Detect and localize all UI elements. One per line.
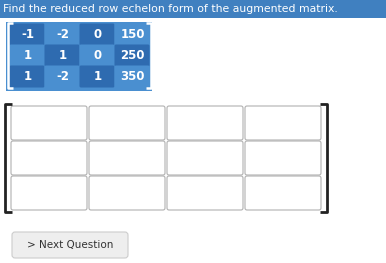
FancyBboxPatch shape xyxy=(10,65,44,88)
FancyBboxPatch shape xyxy=(12,232,128,258)
FancyBboxPatch shape xyxy=(44,23,80,45)
FancyBboxPatch shape xyxy=(167,176,243,210)
FancyBboxPatch shape xyxy=(11,106,87,140)
FancyBboxPatch shape xyxy=(245,176,321,210)
FancyBboxPatch shape xyxy=(10,23,44,45)
FancyBboxPatch shape xyxy=(89,106,165,140)
FancyBboxPatch shape xyxy=(0,0,386,18)
FancyBboxPatch shape xyxy=(245,141,321,175)
FancyBboxPatch shape xyxy=(89,176,165,210)
Text: 0: 0 xyxy=(93,28,102,41)
Text: -2: -2 xyxy=(56,70,69,83)
FancyBboxPatch shape xyxy=(167,141,243,175)
Text: Find the reduced row echelon form of the augmented matrix.: Find the reduced row echelon form of the… xyxy=(3,4,338,14)
FancyBboxPatch shape xyxy=(80,44,115,67)
Text: 250: 250 xyxy=(120,49,145,62)
FancyBboxPatch shape xyxy=(89,141,165,175)
Text: > Next Question: > Next Question xyxy=(27,240,113,250)
FancyBboxPatch shape xyxy=(115,44,149,67)
Text: 1: 1 xyxy=(93,70,102,83)
FancyBboxPatch shape xyxy=(10,44,44,67)
Text: -2: -2 xyxy=(56,28,69,41)
Text: 150: 150 xyxy=(120,28,145,41)
Text: -1: -1 xyxy=(21,28,34,41)
FancyBboxPatch shape xyxy=(44,44,80,67)
Text: 1: 1 xyxy=(24,70,32,83)
Text: 0: 0 xyxy=(93,49,102,62)
Text: 1: 1 xyxy=(24,49,32,62)
FancyBboxPatch shape xyxy=(167,106,243,140)
FancyBboxPatch shape xyxy=(6,22,152,91)
Text: 350: 350 xyxy=(120,70,145,83)
Text: 1: 1 xyxy=(58,49,66,62)
FancyBboxPatch shape xyxy=(11,176,87,210)
FancyBboxPatch shape xyxy=(80,23,115,45)
FancyBboxPatch shape xyxy=(44,65,80,88)
FancyBboxPatch shape xyxy=(115,65,149,88)
FancyBboxPatch shape xyxy=(11,141,87,175)
FancyBboxPatch shape xyxy=(115,23,149,45)
FancyBboxPatch shape xyxy=(245,106,321,140)
FancyBboxPatch shape xyxy=(80,65,115,88)
